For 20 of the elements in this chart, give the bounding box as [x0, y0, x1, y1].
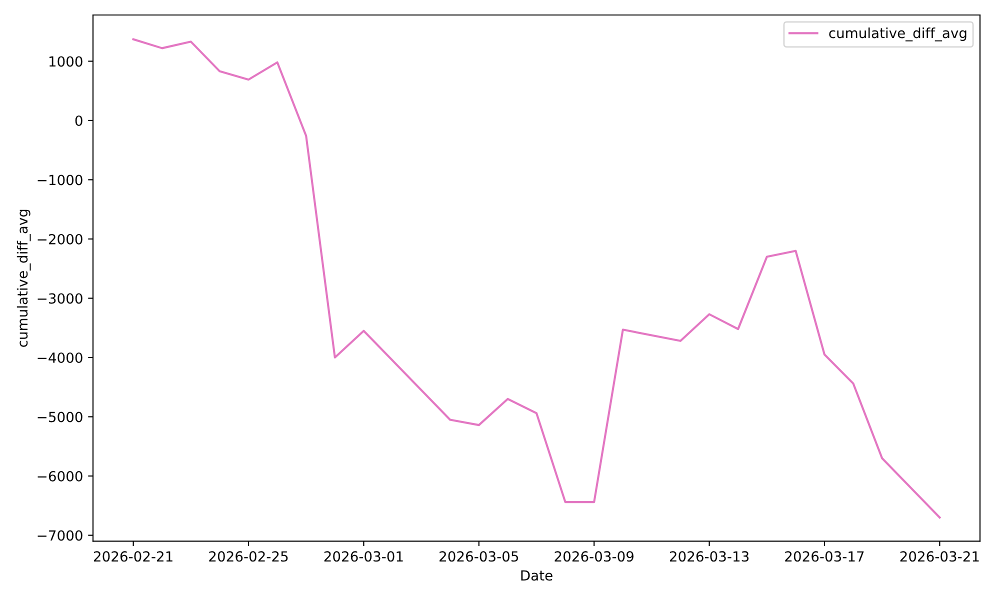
y-tick-label: −3000 — [38, 293, 82, 304]
y-tick-label: −6000 — [38, 470, 82, 482]
y-tick-label: 0 — [75, 115, 82, 126]
y-tick-label: −2000 — [38, 234, 82, 244]
x-tick-label: 2026-03-13 — [670, 551, 749, 562]
x-tick-label: 2026-03-21 — [900, 551, 979, 562]
legend-label: cumulative_diff_avg — [829, 28, 966, 42]
x-tick-label: 2026-03-01 — [324, 551, 403, 562]
x-tick-label: 2026-03-05 — [440, 551, 518, 562]
y-tick-label: −5000 — [38, 412, 82, 422]
y-tick-label: −7000 — [38, 530, 82, 541]
y-tick-label: −4000 — [38, 352, 82, 363]
y-tick-label: −1000 — [38, 174, 82, 186]
x-tick-label: 2026-02-21 — [94, 551, 172, 562]
y-axis-title: cumulative_diff_avg — [16, 210, 31, 347]
x-tick-label: 2026-03-09 — [554, 551, 634, 562]
x-tick-label: 2026-03-17 — [785, 551, 864, 562]
x-axis-title: Date — [521, 570, 552, 581]
y-tick-label: 1000 — [49, 56, 82, 67]
x-tick-label: 2026-02-25 — [209, 551, 288, 562]
